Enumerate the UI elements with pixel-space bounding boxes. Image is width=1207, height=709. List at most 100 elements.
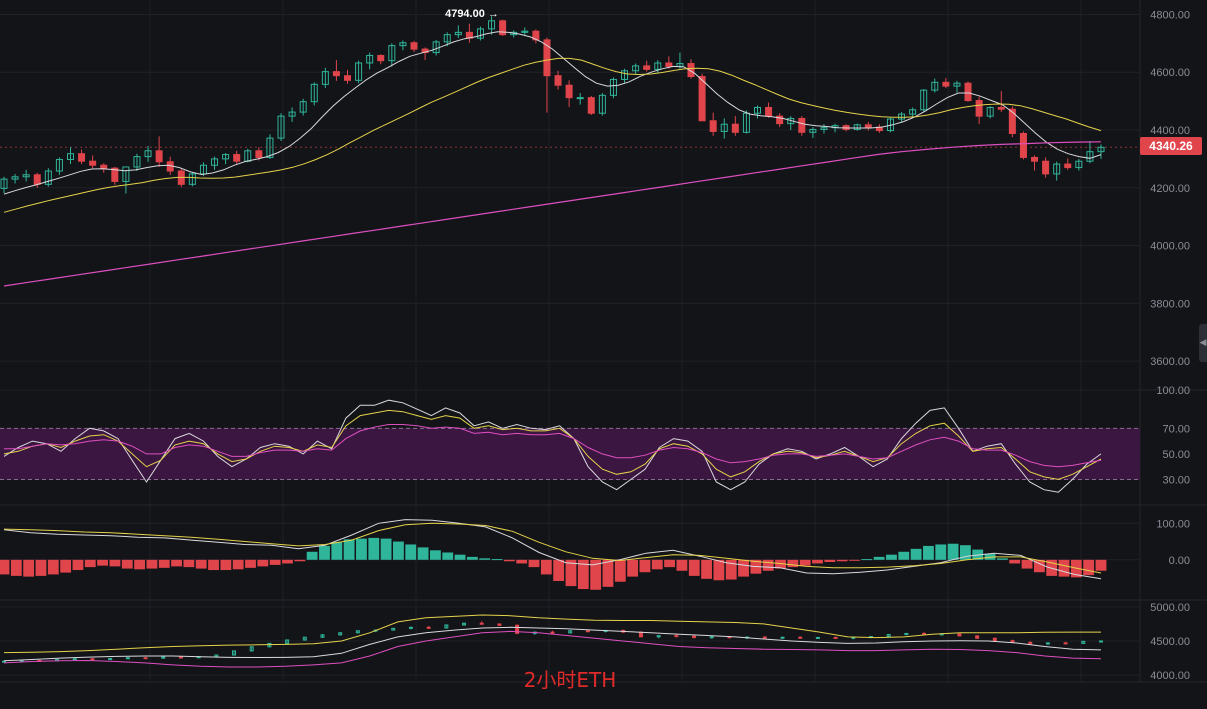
price-candle xyxy=(975,96,983,125)
boll-body xyxy=(302,636,307,641)
macd-histogram-bar xyxy=(602,559,614,587)
price-candle xyxy=(1086,140,1094,164)
price-candle xyxy=(798,116,806,136)
boll-yellow_upper-line xyxy=(3,614,1101,654)
macd-histogram-bar xyxy=(553,559,565,581)
rsi-tick-label: 30.00 xyxy=(1162,474,1190,486)
price-body xyxy=(898,113,906,120)
price-body xyxy=(355,62,363,81)
price-body xyxy=(211,158,219,166)
boll-body xyxy=(320,634,325,638)
price-candle xyxy=(355,60,363,84)
macd-histogram-bar xyxy=(701,559,712,579)
macd-histogram-bar xyxy=(516,559,528,564)
price-body xyxy=(665,62,673,67)
macd-histogram-bar xyxy=(1033,559,1045,573)
price-body xyxy=(953,82,961,87)
boll-body xyxy=(355,630,360,634)
macd-histogram-bar xyxy=(824,559,836,562)
boll-body xyxy=(833,636,838,639)
macd-histogram-bar xyxy=(417,547,429,560)
price-body xyxy=(233,154,241,162)
macd-histogram-bar xyxy=(590,559,602,590)
boll-body xyxy=(391,627,396,631)
axis-layer: 4800.00 4600.00 4400.00 4200.00 4000.00 3800.… xyxy=(1150,9,1190,682)
macd-histogram-bar xyxy=(257,559,269,567)
boll-candle xyxy=(1063,641,1068,645)
price-body xyxy=(499,20,507,36)
price-candle xyxy=(332,60,340,81)
chevron-left-icon[interactable]: ◀ xyxy=(1199,324,1207,362)
price-body xyxy=(122,166,130,182)
macd-histogram-bar xyxy=(47,559,59,575)
macd-histogram-bar xyxy=(269,559,281,565)
price-candle xyxy=(499,19,507,36)
boll-body xyxy=(515,624,520,634)
boll-candle xyxy=(391,627,396,631)
macd-histogram-bar xyxy=(208,559,219,571)
price-tick-label: 4800.00 xyxy=(1150,9,1190,21)
macd-histogram-bar xyxy=(910,548,922,560)
price-body xyxy=(100,164,108,169)
price-candle xyxy=(100,163,108,173)
price-body xyxy=(89,160,97,166)
price-body xyxy=(709,120,717,132)
price-candle xyxy=(44,168,52,187)
boll-body xyxy=(178,656,183,659)
price-body xyxy=(388,45,396,62)
price-body xyxy=(931,81,939,91)
boll-candle xyxy=(232,650,237,656)
price-body xyxy=(798,117,806,133)
price-body xyxy=(565,84,573,99)
boll-candle xyxy=(408,626,413,630)
macd-histogram-bar xyxy=(923,545,934,560)
price-candle xyxy=(277,113,285,141)
bollinger-tick-label: 4000.00 xyxy=(1150,670,1190,682)
price-candle xyxy=(1053,161,1061,181)
price-body xyxy=(366,54,374,64)
macd-histogram-bar xyxy=(676,559,688,571)
price-body xyxy=(55,158,63,172)
price-candle xyxy=(366,52,374,70)
price-body xyxy=(964,82,972,102)
macd-histogram-bar xyxy=(627,559,639,577)
price-candle xyxy=(598,93,606,116)
boll-body xyxy=(904,632,909,636)
macd-histogram-bar xyxy=(109,559,121,567)
boll-candle xyxy=(515,624,520,635)
price-body xyxy=(0,178,8,189)
boll-body xyxy=(444,624,449,629)
price-candle xyxy=(931,78,939,93)
boll-candle xyxy=(1081,640,1086,644)
price-body xyxy=(820,127,828,130)
price-candle xyxy=(299,98,307,116)
macd-histogram-bar xyxy=(380,538,392,560)
price-candle xyxy=(410,41,418,52)
price-candle xyxy=(1019,131,1027,160)
price-body xyxy=(1097,146,1105,153)
price-candle xyxy=(543,37,551,113)
rsi-pink-line xyxy=(4,424,1102,468)
price-candle xyxy=(144,145,152,162)
macd-histogram-bar xyxy=(528,559,540,568)
macd-histogram-bar xyxy=(171,559,182,567)
boll-body xyxy=(992,637,997,642)
macd-histogram-bar xyxy=(639,559,651,573)
macd-histogram-bar xyxy=(146,559,158,569)
boll-candle xyxy=(125,657,130,660)
price-body xyxy=(776,115,784,125)
macd-histogram-bar xyxy=(1083,559,1095,576)
price-candle xyxy=(621,68,629,84)
macd-histogram-bar xyxy=(861,559,873,561)
price-candle xyxy=(709,112,717,136)
price-body xyxy=(155,150,163,163)
macd-histogram-bar xyxy=(614,559,626,582)
boll-candle xyxy=(497,623,502,626)
macd-histogram-bar xyxy=(306,551,318,560)
price-candle xyxy=(864,121,872,131)
boll-candle xyxy=(1045,642,1050,646)
price-candle xyxy=(720,118,728,139)
price-body xyxy=(454,31,462,36)
macd-histogram-bar xyxy=(1009,559,1021,564)
